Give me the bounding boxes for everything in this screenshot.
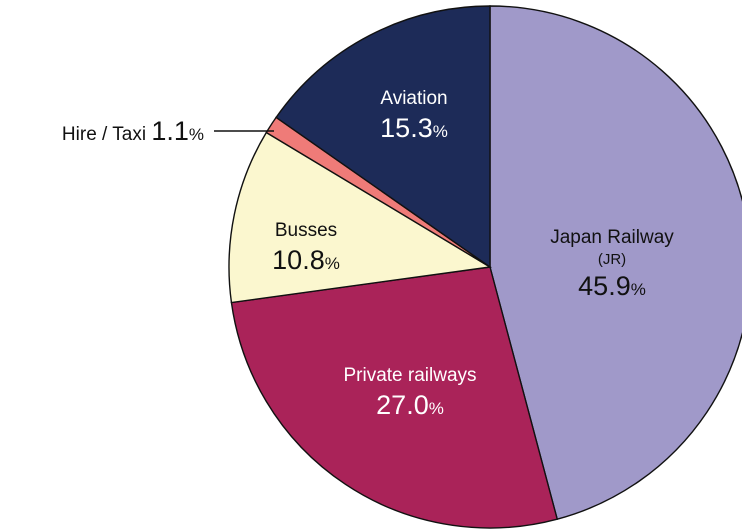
slice-name: Aviation: [380, 88, 447, 109]
percent-unit: %: [325, 254, 340, 273]
slice-name: Hire / Taxi: [62, 124, 151, 145]
slice-name: Busses: [275, 220, 337, 241]
pie-labels: Japan Railway(JR)45.9%Private railways27…: [62, 88, 674, 420]
pie-slice-japan-railway: [489, 5, 742, 521]
pie-slice-aviation: [275, 5, 491, 269]
slice-callout-text: Hire / Taxi 1.1%: [62, 116, 204, 146]
slice-label-japan-railway: Japan Railway(JR)45.9%: [550, 227, 674, 301]
slice-subname: (JR): [598, 251, 626, 268]
percent-unit: %: [189, 125, 204, 144]
pie-slices: [228, 5, 742, 529]
slice-name: Private railways: [343, 365, 476, 386]
slice-value: 1.1: [151, 116, 189, 146]
slice-label-hire-taxi: Hire / Taxi 1.1%: [62, 116, 274, 146]
pie-slice-busses: [228, 131, 493, 304]
slice-name: Japan Railway: [550, 227, 674, 248]
percent-unit: %: [429, 399, 444, 418]
percent-unit: %: [433, 122, 448, 141]
percent-unit: %: [631, 280, 646, 299]
pie-slice-private-railways: [230, 266, 559, 529]
